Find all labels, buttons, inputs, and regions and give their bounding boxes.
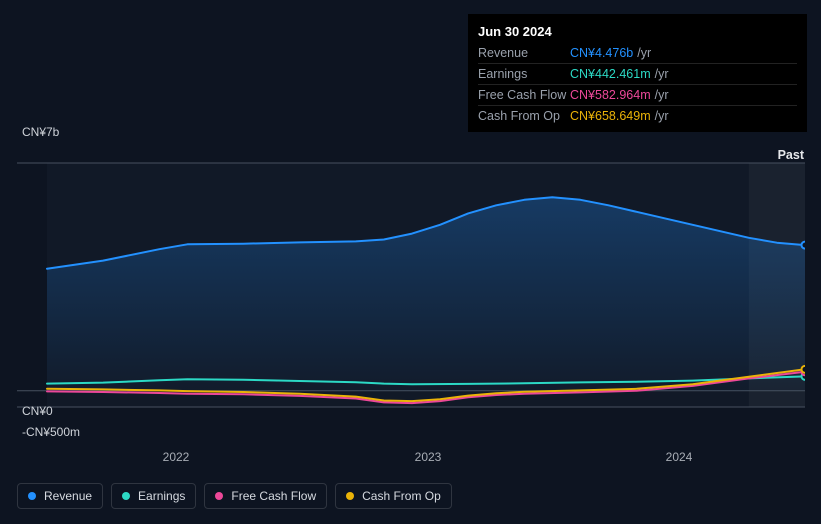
x-axis-label: 2024 bbox=[666, 450, 693, 464]
chart-plot[interactable] bbox=[17, 125, 805, 445]
legend-dot-icon bbox=[346, 492, 354, 500]
tooltip-date: Jun 30 2024 bbox=[478, 20, 797, 43]
legend-item[interactable]: Revenue bbox=[17, 483, 103, 509]
tooltip-row: RevenueCN¥4.476b/yr bbox=[478, 43, 797, 64]
y-axis-label: CN¥0 bbox=[22, 404, 53, 418]
y-axis-label: -CN¥500m bbox=[22, 425, 80, 439]
legend-label: Free Cash Flow bbox=[231, 489, 316, 503]
tooltip-row: Free Cash FlowCN¥582.964m/yr bbox=[478, 85, 797, 106]
tooltip-metric-label: Cash From Op bbox=[478, 109, 570, 123]
legend: Revenue Earnings Free Cash Flow Cash From O… bbox=[17, 483, 452, 509]
chart-container: Jun 30 2024 RevenueCN¥4.476b/yrEarningsC… bbox=[0, 0, 821, 524]
tooltip-metric-label: Revenue bbox=[478, 46, 570, 60]
legend-item[interactable]: Cash From Op bbox=[335, 483, 452, 509]
tooltip-row: Cash From OpCN¥658.649m/yr bbox=[478, 106, 797, 126]
tooltip-box: Jun 30 2024 RevenueCN¥4.476b/yrEarningsC… bbox=[468, 14, 807, 132]
tooltip-metric-label: Free Cash Flow bbox=[478, 88, 570, 102]
legend-dot-icon bbox=[215, 492, 223, 500]
legend-dot-icon bbox=[28, 492, 36, 500]
tooltip-row: EarningsCN¥442.461m/yr bbox=[478, 64, 797, 85]
legend-label: Revenue bbox=[44, 489, 92, 503]
tooltip-metric-value: CN¥658.649m bbox=[570, 109, 651, 123]
x-axis-label: 2023 bbox=[415, 450, 442, 464]
legend-label: Cash From Op bbox=[362, 489, 441, 503]
legend-item[interactable]: Earnings bbox=[111, 483, 196, 509]
tooltip-metric-label: Earnings bbox=[478, 67, 570, 81]
tooltip-metric-unit: /yr bbox=[655, 109, 669, 123]
tooltip-metric-value: CN¥4.476b bbox=[570, 46, 633, 60]
tooltip-metric-unit: /yr bbox=[655, 88, 669, 102]
x-axis-label: 2022 bbox=[163, 450, 190, 464]
legend-item[interactable]: Free Cash Flow bbox=[204, 483, 327, 509]
tooltip-metric-value: CN¥442.461m bbox=[570, 67, 651, 81]
tooltip-metric-unit: /yr bbox=[637, 46, 651, 60]
tooltip-metric-value: CN¥582.964m bbox=[570, 88, 651, 102]
tooltip-metric-unit: /yr bbox=[655, 67, 669, 81]
legend-dot-icon bbox=[122, 492, 130, 500]
y-axis-label: CN¥7b bbox=[22, 125, 59, 139]
legend-label: Earnings bbox=[138, 489, 185, 503]
